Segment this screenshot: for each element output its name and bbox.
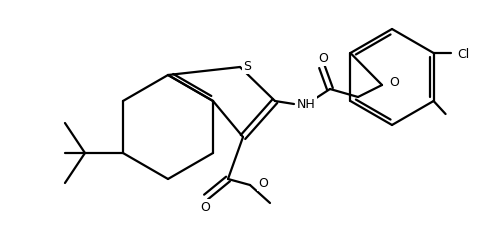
Text: O: O bbox=[258, 177, 268, 190]
Text: S: S bbox=[243, 60, 251, 73]
Text: Cl: Cl bbox=[457, 47, 470, 60]
Text: O: O bbox=[318, 52, 328, 65]
Text: NH: NH bbox=[297, 98, 316, 111]
Text: O: O bbox=[200, 201, 210, 214]
Text: O: O bbox=[389, 75, 399, 88]
